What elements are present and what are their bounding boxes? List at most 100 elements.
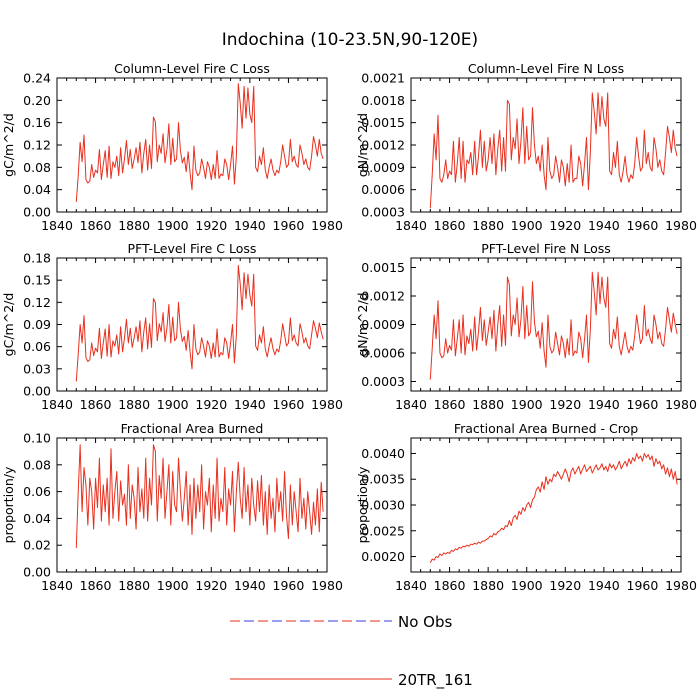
y-tick-label: 0.00 (23, 205, 51, 220)
y-tick-label: 0.06 (23, 339, 51, 354)
y-tick-label: 0.0009 (361, 317, 405, 332)
x-tick-label: 1880 (118, 578, 150, 593)
x-tick-label: 1880 (472, 397, 504, 412)
x-tick-label: 1960 (627, 218, 659, 233)
legend: No Obs 20TR_161 (230, 613, 473, 690)
y-axis-label: gC/m^2/d (1, 113, 16, 177)
plot-frame (410, 257, 682, 392)
y-tick-label: 0.08 (23, 457, 51, 472)
y-tick-label: 0.0020 (361, 549, 405, 564)
x-tick-label: 1860 (434, 578, 466, 593)
panel-title: Fractional Area Burned - Crop (454, 421, 638, 436)
y-tick-label: 0.0040 (361, 446, 405, 461)
y-tick-label: 0.0015 (361, 260, 405, 275)
series-line (75, 444, 324, 548)
y-tick-label: 0.03 (23, 361, 51, 376)
y-tick-label: 0.12 (23, 138, 51, 153)
y-tick-label: 0.16 (23, 115, 51, 130)
panel-title: PFT-Level Fire C Loss (128, 241, 257, 256)
y-axis-label: gN/m^2/d (355, 292, 370, 356)
x-tick-label: 1940 (234, 218, 266, 233)
x-tick-label: 1900 (511, 218, 543, 233)
y-tick-label: 0.0015 (361, 115, 405, 130)
y-axis-label: gN/m^2/d (355, 113, 370, 177)
chart-panel-6: Fractional Area Burned - Crop proportion/… (355, 421, 697, 593)
panel-title: PFT-Level Fire N Loss (481, 241, 611, 256)
y-tick-label: 0.0021 (361, 71, 405, 86)
x-tick-label: 1980 (665, 218, 697, 233)
y-tick-label: 0.08 (23, 160, 51, 175)
chart-panel-3: PFT-Level Fire C Loss gC/m^2/d 1840 1860 188… (1, 241, 343, 412)
x-tick-label: 1940 (588, 578, 620, 593)
plot-frame (56, 77, 328, 213)
y-axis-label: proportion/y (355, 466, 370, 543)
y-tick-label: 0.0030 (361, 498, 405, 513)
y-axis-label: proportion/y (1, 466, 16, 543)
y-tick-label: 0.00 (23, 384, 51, 399)
y-tick-label: 0.15 (23, 273, 51, 288)
panel-title: Column-Level Fire C Loss (114, 61, 270, 76)
x-tick-label: 1980 (311, 397, 343, 412)
x-tick-label: 1960 (273, 578, 305, 593)
x-tick-label: 1860 (434, 218, 466, 233)
x-tick-label: 1860 (80, 397, 112, 412)
series-line (429, 271, 678, 380)
y-tick-label: 0.10 (23, 431, 51, 446)
x-tick-label: 1940 (588, 397, 620, 412)
panel-title: Fractional Area Burned (121, 421, 264, 436)
panel-title: Column-Level Fire N Loss (468, 61, 624, 76)
x-tick-label: 1840 (395, 397, 427, 412)
chart-panel-5: Fractional Area Burned proportion/y 1840 18… (1, 421, 343, 593)
x-tick-label: 1900 (157, 218, 189, 233)
x-tick-label: 1940 (234, 397, 266, 412)
y-tick-label: 0.04 (23, 182, 51, 197)
y-tick-label: 0.0003 (361, 205, 405, 220)
x-tick-label: 1920 (549, 397, 581, 412)
x-tick-label: 1960 (273, 397, 305, 412)
x-tick-label: 1840 (41, 578, 73, 593)
y-tick-label: 0.0009 (361, 160, 405, 175)
y-tick-label: 0.0025 (361, 523, 405, 538)
y-tick-label: 0.0018 (361, 93, 405, 108)
chart-panel-2: Column-Level Fire N Loss gN/m^2/d 1840 1860… (355, 61, 697, 233)
x-tick-label: 1860 (80, 578, 112, 593)
y-tick-label: 0.09 (23, 317, 51, 332)
x-tick-label: 1900 (157, 397, 189, 412)
chart-panel-1: Column-Level Fire C Loss gC/m^2/d 1840 1860… (1, 61, 343, 233)
x-tick-label: 1840 (41, 218, 73, 233)
x-tick-label: 1840 (41, 397, 73, 412)
x-tick-label: 1860 (434, 397, 466, 412)
x-tick-label: 1960 (627, 397, 659, 412)
y-tick-label: 0.0003 (361, 374, 405, 389)
x-tick-label: 1980 (665, 578, 697, 593)
x-tick-label: 1960 (273, 218, 305, 233)
chart-panel-4: PFT-Level Fire N Loss gN/m^2/d 1840 1860 188… (355, 241, 697, 412)
x-tick-label: 1880 (472, 218, 504, 233)
x-tick-label: 1880 (118, 218, 150, 233)
series-line (429, 92, 678, 209)
x-tick-label: 1980 (311, 578, 343, 593)
series-line (75, 83, 324, 202)
x-tick-label: 1840 (395, 578, 427, 593)
y-tick-label: 0.0035 (361, 472, 405, 487)
y-tick-label: 0.0012 (361, 289, 405, 304)
x-tick-label: 1900 (157, 578, 189, 593)
x-tick-label: 1920 (195, 397, 227, 412)
plot-frame (410, 77, 682, 213)
legend-no-obs-label: No Obs (398, 613, 452, 631)
x-tick-label: 1920 (195, 218, 227, 233)
y-tick-label: 0.02 (23, 538, 51, 553)
y-axis-label: gC/m^2/d (1, 293, 16, 357)
y-tick-label: 0.06 (23, 484, 51, 499)
legend-20tr-161-label: 20TR_161 (398, 671, 473, 690)
plot-frame (410, 437, 682, 573)
x-tick-label: 1880 (472, 578, 504, 593)
series-line (75, 264, 324, 382)
x-tick-label: 1960 (627, 578, 659, 593)
x-tick-label: 1940 (588, 218, 620, 233)
y-tick-label: 0.0006 (361, 182, 405, 197)
y-tick-label: 0.00 (23, 565, 51, 580)
x-tick-label: 1980 (311, 218, 343, 233)
x-tick-label: 1900 (511, 397, 543, 412)
